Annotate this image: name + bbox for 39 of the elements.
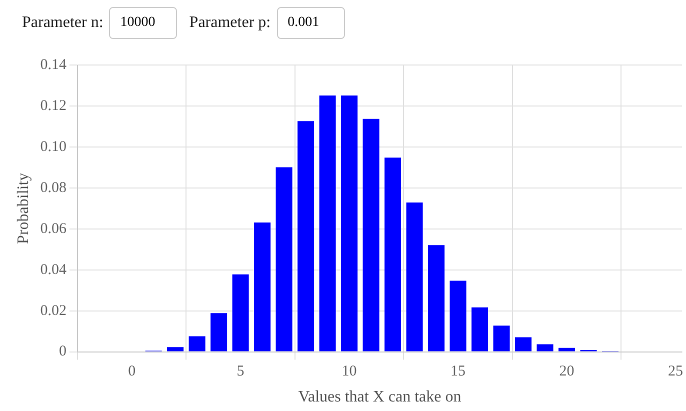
y-tick-label: 0.04 bbox=[40, 262, 67, 278]
y-tick-label: 0.08 bbox=[40, 180, 66, 196]
bar bbox=[188, 336, 206, 352]
text: 0.001 bbox=[276, 6, 345, 38]
x-axis-title: Values that X can take on bbox=[298, 388, 462, 406]
y-tick-label: 0.10 bbox=[40, 138, 66, 155]
bar bbox=[276, 167, 292, 352]
bar bbox=[406, 202, 423, 352]
bar bbox=[319, 96, 336, 352]
x-tick-label: 5 bbox=[236, 364, 244, 380]
bar bbox=[472, 307, 488, 352]
bar bbox=[536, 344, 554, 352]
bar bbox=[232, 274, 249, 352]
bar bbox=[450, 280, 466, 352]
y-axis-title: Probability bbox=[14, 172, 32, 244]
bar bbox=[493, 326, 510, 352]
text: 10000 bbox=[109, 6, 178, 38]
bar bbox=[254, 222, 271, 352]
bar bbox=[428, 245, 445, 352]
text: Parameter n: bbox=[22, 14, 104, 32]
y-tick-label: 0.14 bbox=[40, 56, 67, 73]
y-tick-label: 0 bbox=[58, 344, 66, 360]
x-tick-label: 15 bbox=[450, 364, 466, 380]
x-tick-label: 0 bbox=[128, 364, 136, 380]
y-tick-label: 0.06 bbox=[40, 220, 67, 237]
y-tick-label: 0.02 bbox=[40, 302, 66, 319]
bar bbox=[515, 337, 532, 352]
y-tick-label: 0.12 bbox=[40, 98, 66, 114]
bar bbox=[384, 158, 402, 352]
x-tick-label: 10 bbox=[342, 364, 357, 380]
bar bbox=[558, 348, 576, 352]
bar bbox=[341, 96, 358, 352]
bar bbox=[210, 313, 228, 352]
bar bbox=[167, 347, 184, 352]
text: Parameter p: bbox=[189, 14, 271, 32]
bar bbox=[362, 118, 380, 352]
x-tick-label: 20 bbox=[559, 364, 574, 380]
bar bbox=[298, 121, 314, 352]
x-tick-label: 25 bbox=[668, 364, 683, 380]
